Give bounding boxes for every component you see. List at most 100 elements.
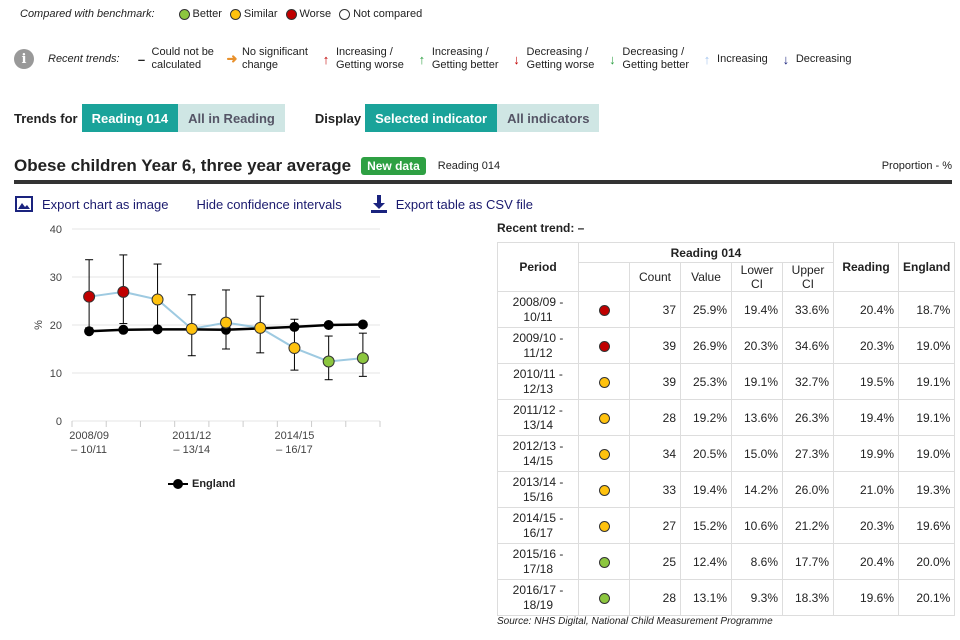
count-cell: 33: [629, 471, 681, 508]
trend-arrow-icon: ➜: [226, 51, 238, 66]
legend-not-compared: Not compared: [339, 8, 422, 20]
area-point: [185, 322, 198, 335]
england-point: [118, 324, 129, 335]
table-row: 2015/16 -17/18 25 12.4% 8.6% 17.7% 20.4% 20.0%: [497, 543, 956, 580]
better-dot-icon: [178, 8, 190, 20]
y-tick-label: 10: [50, 368, 62, 380]
y-axis-label: %: [33, 320, 45, 330]
display-selected-button[interactable]: Selected indicator: [365, 104, 498, 132]
trends-for-all-button[interactable]: All in Reading: [178, 104, 285, 132]
x-tick-label: 2014/15: [275, 430, 315, 442]
actions-bar: Export chart as image Hide confidence in…: [14, 194, 561, 214]
legend-better-label: Better: [192, 8, 222, 20]
area-point: [117, 285, 130, 298]
indicator-header: Obese children Year 6, three year averag…: [14, 153, 952, 179]
lower-cell: 13.6%: [731, 399, 783, 436]
period-cell: 2016/17 -18/19: [497, 579, 579, 616]
upper-cell: 34.6%: [782, 327, 834, 364]
y-tick-label: 20: [50, 320, 62, 332]
x-tick-label: 2011/12: [172, 430, 211, 442]
trend-arrow-icon: ↑: [418, 51, 426, 67]
trend-arrow-icon: ↓: [513, 51, 520, 67]
count-cell: 28: [629, 399, 681, 436]
trend-arrow-icon: ↑: [703, 51, 711, 67]
benchmark-legend: Compared with benchmark: Better Similar …: [20, 8, 424, 20]
benchmark-status-icon: [598, 340, 610, 352]
table-row: 2013/14 -15/16 33 19.4% 14.2% 26.0% 21.0% 19.3…: [497, 471, 956, 508]
info-icon[interactable]: i: [14, 49, 34, 69]
export-csv-label: Export table as CSV file: [395, 196, 533, 212]
image-icon: [15, 196, 33, 212]
display-label: Display: [314, 110, 362, 126]
hide-ci-label: Hide confidence intervals: [196, 196, 342, 212]
x-tick-label: 2008/09: [69, 430, 109, 442]
trend-arrow-icon: ↓: [782, 51, 790, 67]
legend-worse: Worse: [285, 8, 332, 20]
trend-arrow-icon: –: [137, 51, 146, 67]
period-cell: 2012/13 -14/15: [497, 435, 579, 472]
value-header: Value: [680, 262, 732, 292]
lower-cell: 20.3%: [731, 327, 783, 364]
value-cell: 19.2%: [680, 399, 732, 436]
x-tick-label: – 10/11: [71, 444, 107, 456]
count-cell: 39: [629, 363, 681, 400]
england-cell: 19.0%: [897, 435, 956, 472]
count-cell: 37: [629, 291, 681, 328]
chart-legend: England: [168, 478, 235, 490]
upper-cell: 27.3%: [782, 435, 834, 472]
table-row: 2008/09 -10/11 37 25.9% 19.4% 33.6% 20.4% 18.7…: [497, 291, 956, 328]
period-cell: 2013/14 -15/16: [497, 471, 579, 508]
trend-legend-items: – Could not be calculated ➜ No significant ch…: [136, 46, 864, 72]
lower-ci-header: Lower CI: [731, 262, 783, 292]
trend-arrow-icon: ↓: [609, 51, 616, 67]
england-cell: 19.1%: [897, 399, 956, 436]
x-tick-label: – 13/14: [173, 444, 210, 456]
area-point: [83, 290, 96, 303]
header-divider: [14, 180, 952, 184]
legend-worse-label: Worse: [299, 8, 332, 20]
period-cell: 2011/12 -13/14: [497, 399, 579, 436]
value-cell: 26.9%: [680, 327, 732, 364]
england-cell: 19.3%: [897, 471, 956, 508]
reading-cell: 19.4%: [833, 399, 899, 436]
value-cell: 25.3%: [680, 363, 732, 400]
lower-cell: 19.4%: [731, 291, 783, 328]
count-cell: 28: [629, 579, 681, 616]
trends-for-area-button[interactable]: Reading 014: [81, 104, 179, 132]
reading-cell: 20.4%: [833, 291, 899, 328]
upper-cell: 26.3%: [782, 399, 834, 436]
display-all-button[interactable]: All indicators: [497, 104, 600, 132]
legend-not-compared-label: Not compared: [353, 8, 423, 20]
export-csv-link[interactable]: Export table as CSV file: [370, 194, 533, 214]
legend-similar: Similar: [229, 8, 278, 20]
trend-legend-item: ↓ Decreasing / Getting worse: [511, 46, 594, 72]
england-point: [357, 319, 368, 330]
england-cell: 19.1%: [897, 363, 956, 400]
status-cell: [578, 543, 630, 580]
reading-cell: 20.3%: [833, 327, 899, 364]
trend-arrow-icon: ↑: [322, 51, 330, 67]
status-cell: [578, 435, 630, 472]
trend-legend-text: Could not be calculated: [151, 46, 214, 71]
reading-cell: 19.5%: [833, 363, 899, 400]
reading-cell: 21.0%: [833, 471, 899, 508]
y-tick-label: 0: [56, 416, 62, 428]
hide-ci-link[interactable]: Hide confidence intervals: [196, 197, 341, 212]
export-chart-link[interactable]: Export chart as image: [14, 195, 168, 213]
benchmark-legend-label: Compared with benchmark:: [20, 8, 155, 20]
area-point: [356, 352, 369, 365]
england-cell: 18.7%: [897, 291, 956, 328]
legend-better: Better: [178, 8, 222, 20]
period-cell: 2008/09 -10/11: [497, 291, 579, 328]
controls-bar: Trends for Reading 014 All in Reading Di…: [14, 104, 600, 132]
unit-label: Proportion - %: [881, 160, 952, 172]
england-point: [323, 320, 334, 330]
table-row: 2012/13 -14/15 34 20.5% 15.0% 27.3% 19.9% 19.0…: [497, 435, 956, 472]
trend-legend-item: ↑ Increasing / Getting better: [416, 46, 499, 72]
table-row: 2014/15 -16/17 27 15.2% 10.6% 21.2% 20.3% 19.6…: [497, 507, 956, 544]
status-cell: [578, 327, 630, 364]
reading-cell: 19.6%: [833, 579, 899, 616]
england-cell: 19.0%: [897, 327, 956, 364]
trend-legend-text: Decreasing / Getting better: [622, 46, 690, 71]
area-point: [254, 321, 267, 334]
